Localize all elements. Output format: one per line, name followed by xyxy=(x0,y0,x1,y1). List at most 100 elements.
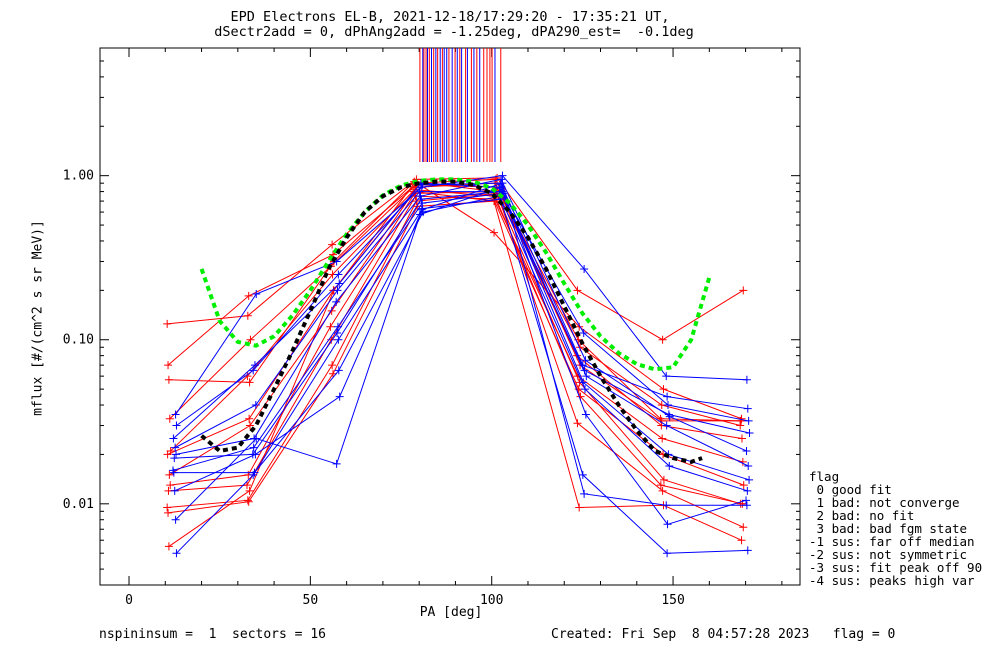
series-line xyxy=(168,195,743,505)
legend-item: -3 sus: fit peak off 90 xyxy=(809,560,983,575)
data-point-marker xyxy=(249,470,258,479)
data-point-marker xyxy=(744,462,753,470)
data-point-marker xyxy=(737,536,746,545)
green-fit-curve xyxy=(199,177,712,372)
data-point-marker xyxy=(252,290,261,299)
data-point-marker xyxy=(170,486,179,495)
legend-item: 3 bad: bad fgm state xyxy=(809,521,968,536)
data-point-marker xyxy=(582,372,591,381)
legend-item: -4 sus: peaks high var xyxy=(809,573,975,588)
data-point-marker xyxy=(332,297,341,306)
series-line xyxy=(167,192,744,528)
data-point-marker xyxy=(497,183,506,192)
data-point-marker xyxy=(742,496,751,505)
data-point-marker xyxy=(417,195,426,204)
data-point-marker xyxy=(742,501,751,510)
data-point-marker xyxy=(335,392,344,401)
series-line xyxy=(169,191,744,486)
data-point-marker xyxy=(656,481,665,490)
data-point-marker xyxy=(334,366,343,375)
data-point-marker xyxy=(662,372,671,381)
data-point-marker xyxy=(745,475,754,484)
data-point-marker xyxy=(663,549,672,558)
data-point-marker xyxy=(575,322,584,331)
series-line xyxy=(167,182,742,420)
data-point-marker xyxy=(576,343,585,352)
y-axis-label: mflux [#/(cm^2 s sr MeV)] xyxy=(30,220,46,416)
data-point-marker xyxy=(251,401,260,410)
plot-frame xyxy=(99,47,801,586)
data-point-marker xyxy=(743,546,752,555)
data-point-marker xyxy=(249,443,258,452)
data-point-marker xyxy=(164,542,173,551)
series-line xyxy=(172,192,750,481)
legend-title: flag xyxy=(809,469,840,484)
data-point-marker xyxy=(332,459,341,468)
y-tick-label: 0.01 xyxy=(63,497,94,512)
data-point-marker xyxy=(244,291,253,300)
series-line xyxy=(175,182,747,521)
data-point-marker xyxy=(498,171,507,180)
data-point-marker xyxy=(168,466,177,475)
y-tick-label: 1.00 xyxy=(63,169,94,184)
data-point-marker xyxy=(658,434,667,443)
data-point-marker xyxy=(169,468,178,477)
x-tick-label: 50 xyxy=(303,593,319,608)
y-tick-label: 0.10 xyxy=(63,333,94,348)
data-point-marker xyxy=(163,503,172,512)
x-axis-label: PA [deg] xyxy=(419,605,483,620)
data-point-marker xyxy=(573,286,582,295)
data-point-marker xyxy=(165,470,174,479)
footer-created-info: Created: Fri Sep 8 04:57:28 2023 flag = … xyxy=(551,627,896,642)
data-point-marker xyxy=(169,434,178,443)
data-point-marker xyxy=(328,361,337,370)
data-point-marker xyxy=(326,322,335,331)
series-line xyxy=(167,189,743,463)
data-point-marker xyxy=(573,419,582,428)
data-point-marker xyxy=(415,187,424,196)
chart-title-line2: dSectr2add = 0, dPhAng2add = -1.25deg, d… xyxy=(214,24,694,40)
data-point-marker xyxy=(662,501,671,510)
data-point-marker xyxy=(739,523,748,532)
series-line xyxy=(170,182,743,452)
data-point-marker xyxy=(171,515,180,524)
data-point-marker xyxy=(249,366,258,375)
data-point-marker xyxy=(251,450,260,459)
data-point-marker xyxy=(581,356,590,365)
data-point-marker xyxy=(498,179,507,188)
data-point-marker xyxy=(662,421,671,430)
data-point-marker xyxy=(659,475,668,484)
data-point-marker xyxy=(578,470,587,479)
black-fit-curve xyxy=(200,179,703,465)
data-point-marker xyxy=(327,306,336,315)
data-point-marker xyxy=(328,240,337,249)
data-point-marker xyxy=(663,392,672,401)
data-point-marker xyxy=(581,410,590,419)
data-point-marker xyxy=(245,486,254,495)
data-point-marker xyxy=(252,434,261,443)
series-line xyxy=(168,181,741,427)
chart-title-line1: EPD Electrons EL-B, 2021-12-18/17:29:20 … xyxy=(230,9,670,25)
series-line xyxy=(173,195,748,492)
series-line xyxy=(174,186,747,525)
data-point-marker xyxy=(164,508,173,517)
data-point-marker xyxy=(164,375,173,384)
data-point-marker xyxy=(580,489,589,498)
data-point-marker xyxy=(172,450,181,459)
series-line xyxy=(167,200,742,541)
x-tick-label: 100 xyxy=(480,593,503,608)
data-point-marker xyxy=(245,414,254,423)
data-point-marker xyxy=(334,335,343,344)
data-point-marker xyxy=(171,443,180,452)
data-point-marker xyxy=(172,421,181,430)
data-point-marker xyxy=(246,421,255,430)
series-line xyxy=(167,177,744,341)
data-point-marker xyxy=(744,416,753,425)
data-point-marker xyxy=(333,286,342,295)
data-point-marker xyxy=(743,486,752,495)
data-point-marker xyxy=(418,204,427,213)
data-point-marker xyxy=(163,319,172,328)
data-point-marker xyxy=(658,335,667,344)
data-point-marker xyxy=(742,446,751,455)
data-point-marker xyxy=(742,375,751,384)
